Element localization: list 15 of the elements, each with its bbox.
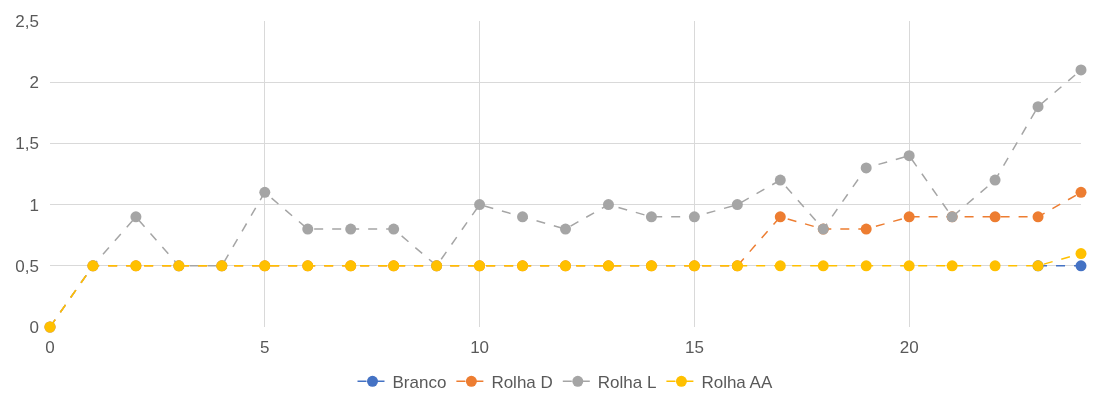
y-tick-label: 0,5	[15, 256, 39, 276]
y-tick-label: 2,5	[15, 11, 39, 31]
y-tick-label: 0	[29, 317, 39, 337]
x-tick-label: 15	[684, 338, 704, 357]
x-tick-label: 20	[899, 338, 919, 357]
legend-label: Rolha L	[597, 372, 657, 392]
legend-label: Rolha D	[491, 372, 553, 392]
legend-label: Rolha AA	[701, 372, 773, 392]
y-tick-label: 2	[29, 73, 39, 93]
legend-label: Branco	[392, 372, 447, 392]
x-tick-label: 0	[45, 338, 55, 357]
x-tick-label: 5	[260, 338, 270, 357]
y-tick-label: 1,5	[15, 134, 39, 154]
x-tick-label: 10	[470, 338, 490, 357]
y-tick-label: 1	[29, 195, 39, 215]
